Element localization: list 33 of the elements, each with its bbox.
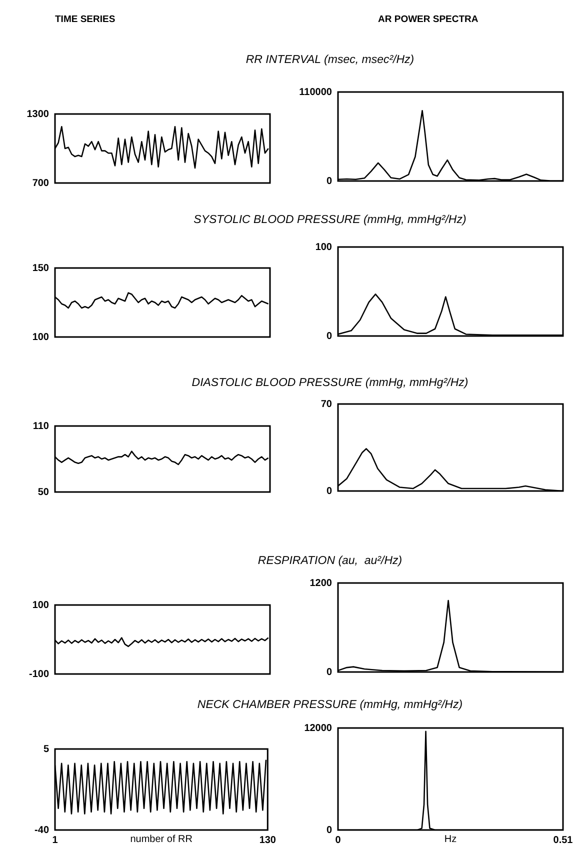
text: RR INTERVAL (msec, msec²/Hz) (244, 54, 416, 66)
y-tick-label: 0 (326, 824, 332, 836)
text: AR POWER SPECTRA (378, 14, 478, 25)
y-tick-label: 0 (326, 486, 332, 497)
y-tick-label: 0 (326, 330, 332, 342)
y-tick-label: 50 (38, 486, 50, 498)
y-tick-label: 1200 (310, 578, 332, 589)
x-axis-title: number of RR (130, 834, 192, 845)
x-tick-label: 0.51 (553, 834, 574, 846)
y-tick-label: 70 (320, 398, 332, 410)
y-tick-label: 0 (326, 666, 332, 678)
x-axis-title: Hz (444, 834, 457, 845)
text: NECK CHAMBER PRESSURE (mmHg, mmHg²/Hz) (196, 699, 464, 711)
text: RESPIRATION (au, au²/Hz) (256, 555, 404, 567)
text: SYSTOLIC BLOOD PRESSURE (mmHg, mmHg²/Hz) (192, 214, 468, 226)
y-tick-label: -40 (34, 824, 50, 836)
y-tick-label: 110000 (299, 86, 332, 98)
x-tick-label: 1 (52, 834, 58, 846)
x-tick-label: 0 (335, 834, 342, 846)
y-tick-label: 110 (32, 420, 50, 432)
y-tick-label: -100 (28, 668, 50, 680)
y-tick-label: 150 (32, 262, 50, 274)
y-tick-label: 100 (32, 332, 50, 343)
y-tick-label: 100 (315, 242, 332, 253)
y-tick-label: 1300 (26, 108, 50, 120)
y-tick-label: 100 (32, 600, 50, 611)
text: DIASTOLIC BLOOD PRESSURE (mmHg, mmHg²/Hz) (190, 377, 470, 389)
y-tick-label: 700 (32, 178, 50, 189)
text: TIME SERIES (55, 14, 116, 25)
y-tick-label: 0 (326, 176, 332, 187)
y-tick-label: 12000 (304, 722, 332, 734)
x-tick-label: 130 (259, 834, 276, 846)
y-tick-label: 5 (43, 744, 50, 755)
